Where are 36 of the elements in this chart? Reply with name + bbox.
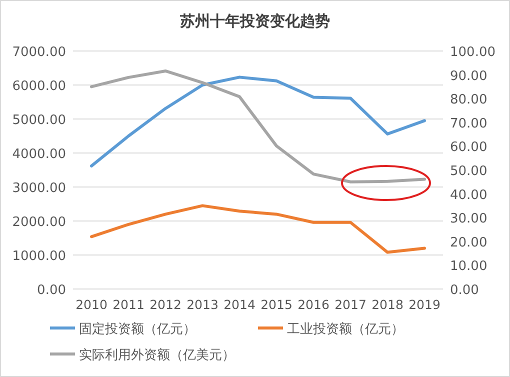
x-tick-label: 2017 (334, 297, 366, 312)
y-tick-label: 7000.00 (12, 45, 66, 60)
y2-tick-label: 70.00 (450, 116, 488, 132)
x-tick-label: 2011 (112, 297, 144, 312)
legend-label: 固定投资额（亿元） (79, 322, 196, 337)
x-tick-label: 2016 (298, 297, 330, 312)
y2-tick-label: 30.00 (450, 212, 488, 227)
line-series (90, 76, 426, 168)
y-tick-label: 6000.00 (12, 79, 66, 94)
x-tick-label: 2012 (150, 297, 182, 312)
x-tick-label: 2013 (186, 297, 218, 312)
y2-tick-label: 40.00 (450, 188, 488, 203)
x-tick-label: 2019 (408, 297, 440, 312)
y2-tick-label: 60.00 (450, 140, 488, 156)
y2-tick-label: 10.00 (450, 259, 488, 274)
chart-title: 苏州十年投资变化趋势 (179, 12, 330, 30)
y2-tick-label: 90.00 (450, 68, 488, 84)
legend-label: 工业投资额（亿元） (287, 322, 404, 337)
y2-tick-label: 20.00 (450, 235, 488, 250)
y2-tick-label: 80.00 (450, 92, 488, 108)
line-series (90, 69, 426, 184)
y-tick-label: 2000.00 (12, 215, 66, 230)
line-series (90, 204, 426, 254)
y-tick-label: 3000.00 (12, 181, 66, 196)
x-tick-label: 2018 (372, 297, 404, 312)
x-tick-label: 2014 (224, 297, 256, 312)
y2-tick-label: 100.00 (450, 45, 496, 60)
y2-tick-label: 50.00 (450, 164, 488, 179)
y2-tick-label: 0.00 (450, 283, 479, 298)
y-tick-label: 4000.00 (12, 147, 66, 162)
y-tick-label: 1000.00 (12, 249, 66, 264)
x-tick-label: 2010 (76, 297, 108, 312)
legend-label: 实际利用外资额（亿美元） (79, 347, 235, 363)
x-tick-label: 2015 (260, 297, 292, 312)
y-tick-label: 0.00 (37, 283, 66, 298)
y-tick-label: 5000.00 (12, 113, 66, 128)
